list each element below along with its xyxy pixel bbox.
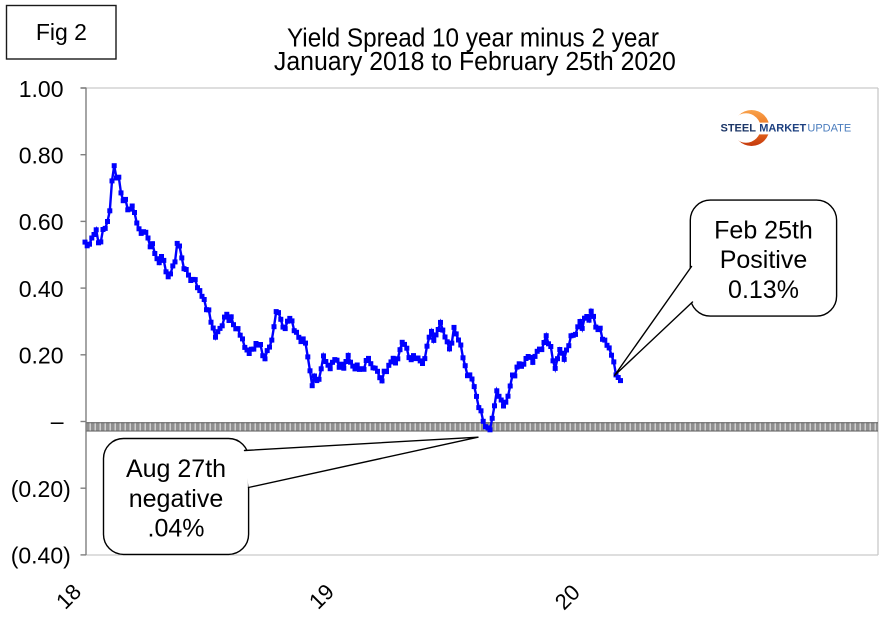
svg-text:MARKET: MARKET	[759, 123, 806, 135]
svg-text:STEEL: STEEL	[721, 123, 757, 135]
svg-text:Aug 27th: Aug 27th	[126, 455, 226, 483]
svg-text:(0.40): (0.40)	[11, 543, 71, 569]
svg-text:UPDATE: UPDATE	[807, 123, 851, 135]
svg-text:0.13%: 0.13%	[728, 276, 799, 304]
svg-text:negative: negative	[129, 485, 224, 513]
svg-text:0.40: 0.40	[19, 276, 64, 302]
svg-text:1.00: 1.00	[19, 76, 64, 102]
svg-text:–: –	[51, 408, 64, 434]
svg-text:0.80: 0.80	[19, 143, 64, 169]
svg-text:(0.20): (0.20)	[11, 476, 71, 502]
svg-text:0.60: 0.60	[19, 209, 64, 235]
svg-text:Fig 2: Fig 2	[36, 19, 87, 45]
svg-text:Positive: Positive	[720, 246, 808, 274]
svg-text:18: 18	[51, 579, 86, 614]
svg-text:0.20: 0.20	[19, 343, 64, 369]
svg-text:.04%: .04%	[148, 515, 205, 543]
svg-text:January 2018 to February 25th: January 2018 to February 25th 2020	[274, 46, 676, 76]
svg-text:Yield Spread 10 year minus 2 y: Yield Spread 10 year minus 2 year	[287, 23, 659, 53]
svg-text:19: 19	[304, 579, 339, 614]
svg-text:Feb 25th: Feb 25th	[714, 216, 813, 244]
svg-text:20: 20	[550, 580, 585, 615]
